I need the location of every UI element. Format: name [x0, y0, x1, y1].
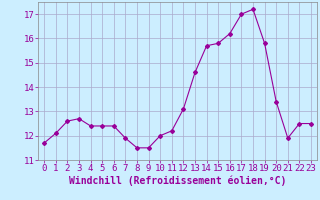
X-axis label: Windchill (Refroidissement éolien,°C): Windchill (Refroidissement éolien,°C) [69, 176, 286, 186]
